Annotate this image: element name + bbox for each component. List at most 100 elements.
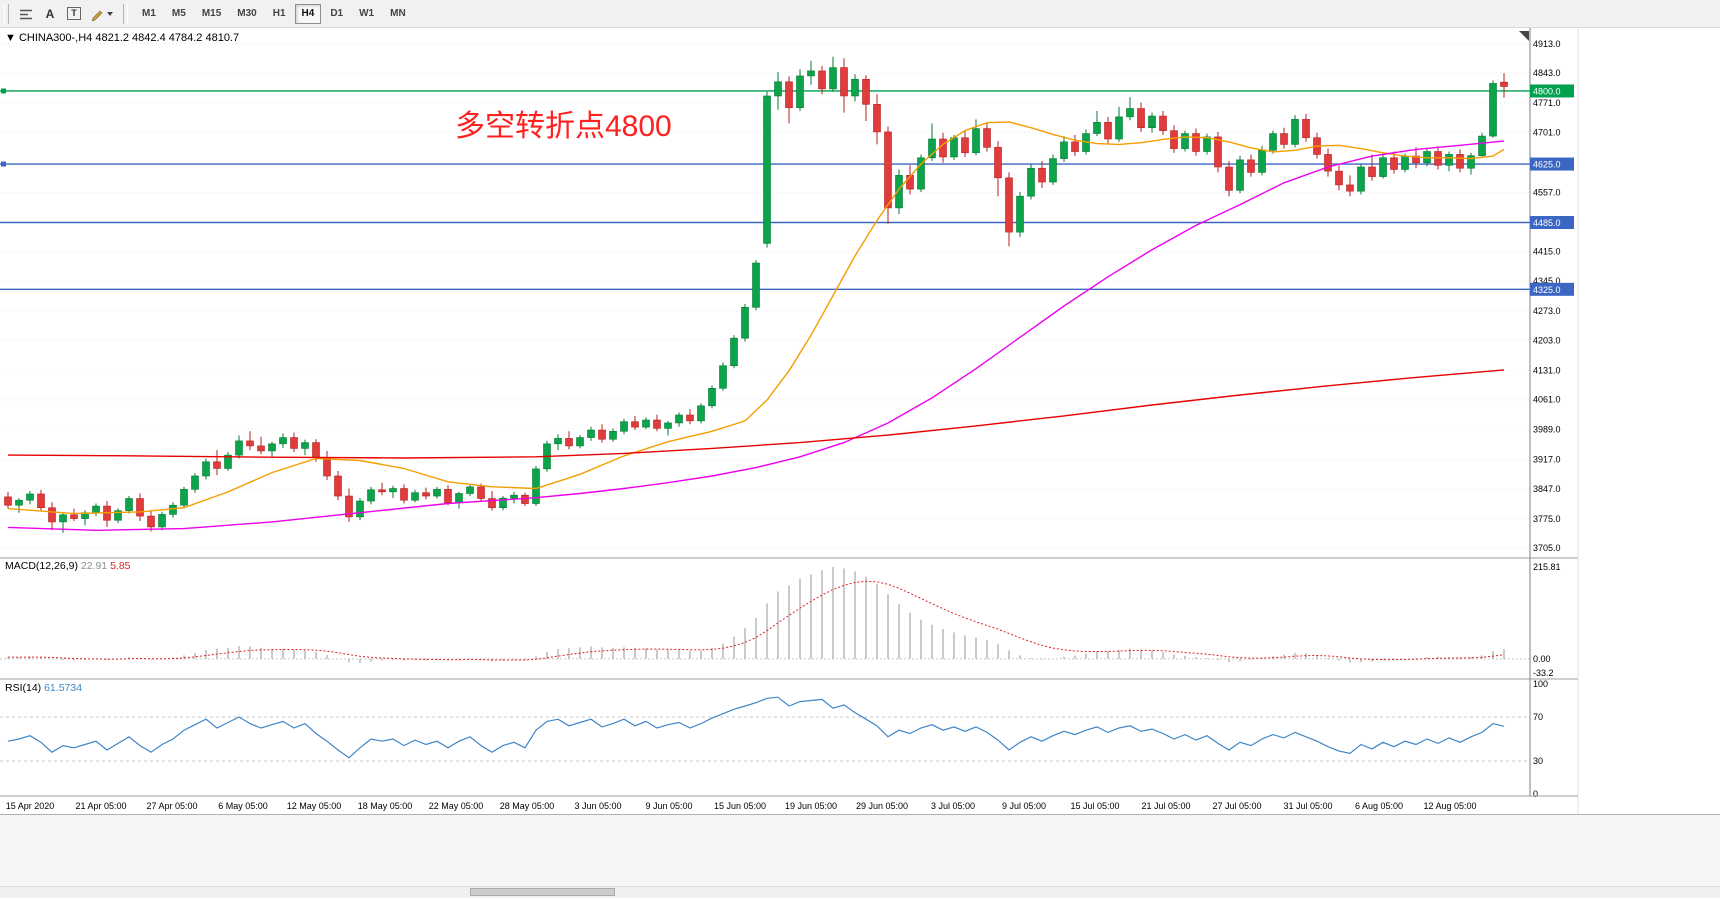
candle bbox=[1115, 106, 1123, 142]
timeframe-buttons: M1 M5 M15 M30 H1 H4 D1 W1 MN bbox=[134, 3, 414, 24]
candle bbox=[697, 403, 705, 424]
candle bbox=[1489, 80, 1497, 138]
svg-text:215.81: 215.81 bbox=[1533, 562, 1561, 572]
candle bbox=[994, 141, 1002, 197]
time-axis-labels: 15 Apr 2020 21 Apr 05:00 27 Apr 05:00 6 May… bbox=[6, 801, 1477, 811]
candle bbox=[213, 450, 221, 476]
candle bbox=[1346, 175, 1354, 197]
candle bbox=[191, 473, 199, 493]
candle bbox=[785, 76, 793, 124]
chart-shift-marker[interactable] bbox=[1519, 31, 1529, 41]
candle bbox=[1500, 73, 1508, 98]
timeframe-m15-button[interactable]: M15 bbox=[195, 4, 228, 24]
candle bbox=[730, 335, 738, 369]
horizontal-scrollbar[interactable] bbox=[0, 886, 1720, 898]
text-label-tool-label: T bbox=[67, 7, 81, 20]
price-tag-4800.0: 4800.0 bbox=[1530, 84, 1574, 98]
timeframe-h4-button[interactable]: H4 bbox=[294, 3, 322, 24]
candle bbox=[1126, 97, 1134, 121]
annotation-text[interactable]: 多空转折点4800 bbox=[455, 110, 672, 143]
svg-text:4131.0: 4131.0 bbox=[1533, 365, 1561, 375]
shapes-dropdown-button[interactable] bbox=[87, 3, 116, 25]
text-label-tool-button[interactable]: T bbox=[63, 3, 85, 25]
svg-text:15 Jun 05:00: 15 Jun 05:00 bbox=[714, 801, 766, 811]
pencil-icon bbox=[91, 10, 103, 21]
candle bbox=[961, 130, 969, 157]
candle bbox=[576, 435, 584, 449]
timeframe-d1-button[interactable]: D1 bbox=[323, 4, 350, 24]
candle bbox=[796, 69, 804, 112]
candle bbox=[169, 502, 177, 518]
candle bbox=[1093, 111, 1101, 137]
timeframe-h1-button[interactable]: H1 bbox=[266, 4, 293, 24]
svg-text:12 May 05:00: 12 May 05:00 bbox=[287, 801, 342, 811]
svg-text:100: 100 bbox=[1533, 679, 1548, 689]
line-handle[interactable] bbox=[1, 88, 6, 94]
svg-text:15 Jul 05:00: 15 Jul 05:00 bbox=[1070, 801, 1119, 811]
candle bbox=[1379, 154, 1387, 179]
candle bbox=[609, 428, 617, 442]
price-tag-4485.0: 4485.0 bbox=[1530, 216, 1574, 230]
price-axis-labels: 4913.0 4843.0 4771.0 4701.0 4557.0 4415.0 4345… bbox=[1533, 39, 1561, 553]
svg-text:27 Apr 05:00: 27 Apr 05:00 bbox=[146, 801, 197, 811]
candle bbox=[147, 510, 155, 532]
candle bbox=[1148, 112, 1156, 133]
macd-signal-line bbox=[7, 580, 1505, 661]
macd-histogram bbox=[7, 566, 1505, 664]
candle bbox=[444, 485, 452, 506]
candle bbox=[301, 439, 309, 456]
toolbar: A T M1 M5 M15 M30 H1 H4 D1 W1 MN bbox=[0, 0, 1720, 28]
candle bbox=[939, 132, 947, 163]
text-tool-label: A bbox=[45, 6, 55, 21]
svg-text:3989.0: 3989.0 bbox=[1533, 425, 1561, 435]
svg-text:31 Jul 05:00: 31 Jul 05:00 bbox=[1283, 801, 1332, 811]
toolbar-grip[interactable] bbox=[4, 3, 9, 24]
candle bbox=[1302, 113, 1310, 142]
svg-text:4415.0: 4415.0 bbox=[1533, 247, 1561, 257]
price-tag-4625.0: 4625.0 bbox=[1530, 157, 1574, 171]
svg-text:4273.0: 4273.0 bbox=[1533, 306, 1561, 316]
chart-svg[interactable]: 多空转折点4800 ▼ CHINA300-,H4 4821.2 4842.4 47… bbox=[0, 28, 1720, 814]
candle bbox=[477, 483, 485, 502]
scrollbar-thumb[interactable] bbox=[470, 888, 615, 896]
candle bbox=[818, 65, 826, 95]
candle bbox=[1203, 133, 1211, 155]
ma-line-orange bbox=[7, 121, 1505, 515]
text-tool-button[interactable]: A bbox=[39, 3, 61, 25]
candle bbox=[125, 496, 133, 514]
candle bbox=[235, 435, 243, 459]
candle bbox=[917, 154, 925, 193]
candle bbox=[400, 484, 408, 504]
candle bbox=[862, 75, 870, 122]
rsi-label: RSI(14) 61.5734 bbox=[5, 682, 82, 694]
crosshair-tool-button[interactable] bbox=[15, 3, 37, 25]
candle bbox=[411, 489, 419, 503]
candle bbox=[521, 492, 529, 507]
rsi-line bbox=[7, 696, 1505, 759]
candle bbox=[752, 260, 760, 311]
candle bbox=[1181, 130, 1189, 152]
timeframe-m1-button[interactable]: M1 bbox=[135, 4, 163, 24]
svg-text:70: 70 bbox=[1533, 712, 1543, 722]
line-handle[interactable] bbox=[1, 161, 6, 167]
candle bbox=[499, 496, 507, 511]
candle bbox=[1071, 134, 1079, 156]
candle bbox=[422, 487, 430, 500]
candle bbox=[763, 91, 771, 248]
timeframe-m30-button[interactable]: M30 bbox=[230, 4, 263, 24]
candle bbox=[70, 508, 78, 522]
horizontal-line-4800.0[interactable] bbox=[0, 88, 1530, 94]
timeframe-w1-button[interactable]: W1 bbox=[352, 4, 381, 24]
svg-text:9 Jun 05:00: 9 Jun 05:00 bbox=[645, 801, 692, 811]
candle bbox=[1236, 155, 1244, 194]
candle bbox=[851, 74, 859, 102]
timeframe-m5-button[interactable]: M5 bbox=[165, 4, 193, 24]
timeframe-mn-button[interactable]: MN bbox=[383, 4, 413, 24]
chevron-down-icon bbox=[107, 11, 113, 16]
candle bbox=[840, 58, 848, 113]
candle bbox=[1038, 161, 1046, 188]
svg-text:4203.0: 4203.0 bbox=[1533, 335, 1561, 345]
macd-axis-labels: 215.81 0.00 -33.2 bbox=[1533, 562, 1561, 678]
candle bbox=[1357, 164, 1365, 195]
